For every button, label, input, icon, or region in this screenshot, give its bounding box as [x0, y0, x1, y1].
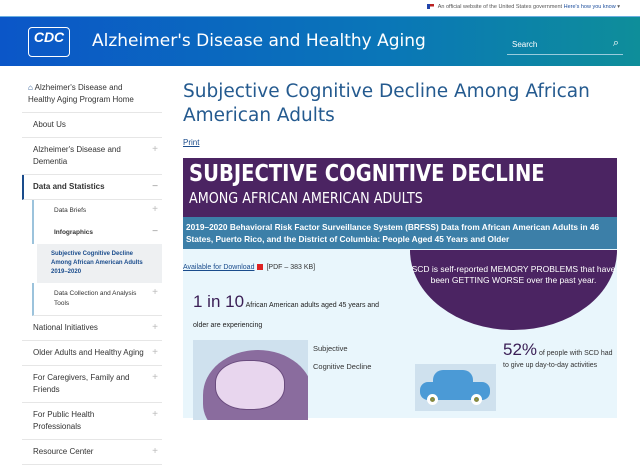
plus-icon[interactable]: +	[152, 372, 158, 383]
main-content: Subjective Cognitive Decline Among Afric…	[183, 80, 623, 147]
scd-label: Subjective Cognitive Decline	[313, 340, 371, 376]
sidebar-item-data-briefs[interactable]: Data Briefs +	[32, 200, 162, 222]
print-link[interactable]: Print	[183, 138, 200, 147]
stat-number: 1 in 10	[193, 292, 245, 311]
us-flag-icon	[426, 4, 434, 10]
sidebar-item-data-statistics[interactable]: Data and Statistics −	[22, 175, 162, 200]
stat-text: African American adults aged 45 years an…	[193, 302, 380, 329]
logo-text: CDC	[33, 29, 65, 45]
label: For Public Health Professionals	[33, 410, 95, 431]
infographic-header: Subjective Cognitive Decline AMONG AFRIC…	[183, 158, 617, 217]
site-header: CDC Alzheimer's Disease and Healthy Agin…	[0, 16, 640, 66]
search-placeholder: Search	[512, 40, 538, 49]
plus-icon[interactable]: +	[152, 347, 158, 358]
label: Data and Statistics	[33, 182, 105, 191]
label: Data Collection and Analysis Tools	[54, 290, 137, 307]
label: Alzheimer's Disease and Dementia	[33, 145, 121, 166]
plus-icon[interactable]: +	[152, 409, 158, 420]
sidebar-item-home[interactable]: ⌂ Alzheimer's Disease and Healthy Aging …	[22, 76, 162, 113]
download-row: Available for Download [PDF – 383 KB]	[183, 264, 315, 271]
minus-icon[interactable]: −	[152, 226, 158, 237]
pdf-icon	[257, 264, 264, 271]
sidebar-item-resources[interactable]: Resource Center +	[22, 440, 162, 465]
scd-line-2: Cognitive Decline	[313, 362, 372, 371]
page-title: Subjective Cognitive Decline Among Afric…	[183, 81, 590, 126]
infographic: Subjective Cognitive Decline AMONG AFRIC…	[183, 158, 617, 420]
gov-banner: An official website of the United States…	[0, 0, 640, 14]
label: National Initiatives	[33, 323, 98, 332]
label: Resource Center	[33, 447, 94, 456]
stat-text: of people with SCD had to give up day-to…	[503, 350, 613, 369]
infographic-subtitle: 2019–2020 Behavioral Risk Factor Surveil…	[183, 217, 617, 249]
sidebar-item-infographics[interactable]: Infographics −	[32, 222, 162, 244]
stat-number: 52%	[503, 340, 538, 359]
car-icon	[415, 364, 496, 411]
subtitle-text: 2019–2020 Behavioral Risk Factor Surveil…	[186, 222, 600, 244]
brain-head-icon	[193, 340, 308, 420]
plus-icon[interactable]: +	[152, 204, 158, 215]
sidebar-item-national[interactable]: National Initiatives +	[22, 316, 162, 341]
sidebar-item-professionals[interactable]: For Public Health Professionals +	[22, 403, 162, 440]
home-icon: ⌂	[28, 83, 33, 92]
search-input[interactable]: Search ⌕	[507, 35, 623, 55]
sidebar-item-current[interactable]: Subjective Cognitive Decline Among Afric…	[37, 244, 162, 283]
sidebar-item-alzheimers[interactable]: Alzheimer's Disease and Dementia +	[22, 138, 162, 175]
label: About Us	[33, 120, 66, 129]
plus-icon[interactable]: +	[152, 322, 158, 333]
label: Data Briefs	[54, 207, 87, 214]
download-link[interactable]: Available for Download	[183, 264, 255, 271]
scd-line-1: Subjective	[313, 344, 348, 353]
plus-icon[interactable]: +	[152, 446, 158, 457]
label: For Caregivers, Family and Friends	[33, 373, 130, 394]
sidebar: ⌂ Alzheimer's Disease and Healthy Aging …	[22, 76, 162, 465]
plus-icon[interactable]: +	[152, 144, 158, 155]
sidebar-item-data-tools[interactable]: Data Collection and Analysis Tools +	[32, 283, 162, 316]
how-you-know-link[interactable]: Here's how you know	[563, 4, 616, 10]
sidebar-item-older-adults[interactable]: Older Adults and Healthy Aging +	[22, 341, 162, 366]
plus-icon[interactable]: +	[152, 287, 158, 298]
infographic-title: Subjective Cognitive Decline	[189, 161, 545, 187]
search-icon[interactable]: ⌕	[612, 37, 619, 49]
cdc-logo[interactable]: CDC	[28, 27, 70, 57]
label: Infographics	[54, 229, 94, 236]
pdf-size: [PDF – 383 KB]	[266, 264, 316, 271]
sidebar-item-about[interactable]: About Us	[22, 113, 162, 138]
sidebar-item-caregivers[interactable]: For Caregivers, Family and Friends +	[22, 366, 162, 403]
infographic-title-2: AMONG AFRICAN AMERICAN ADULTS	[189, 189, 423, 207]
stat-52-percent: 52% of people with SCD had to give up da…	[503, 341, 613, 372]
gov-text: An official website of the United States…	[437, 4, 563, 10]
label: Alzheimer's Disease and Healthy Aging Pr…	[28, 83, 134, 104]
minus-icon[interactable]: −	[152, 181, 158, 192]
stat-1-in-10: 1 in 10 African American adults aged 45 …	[193, 292, 393, 336]
scd-definition: SCD is self-reported MEMORY PROBLEMS tha…	[410, 250, 617, 330]
label: Older Adults and Healthy Aging	[33, 348, 144, 357]
site-title[interactable]: Alzheimer's Disease and Healthy Aging	[92, 31, 426, 51]
